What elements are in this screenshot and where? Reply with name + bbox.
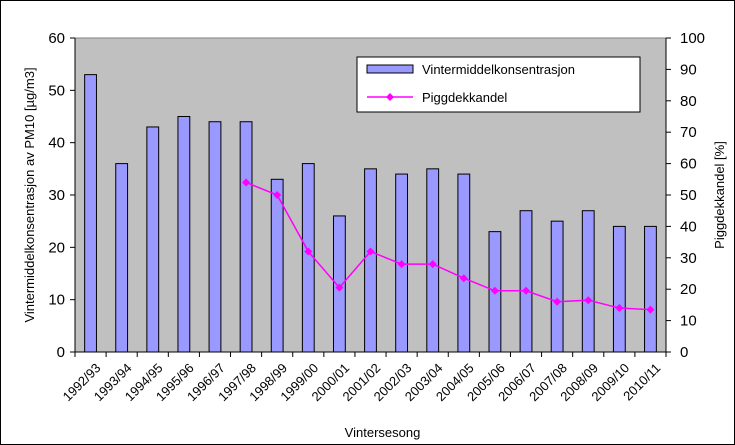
line-point [273,191,282,199]
bar [146,126,160,353]
y2-tick-label: 0 [680,344,688,361]
bar [301,163,315,353]
line-point [397,260,406,269]
bar [115,163,129,353]
bar [364,168,377,353]
line-point [242,178,251,187]
y-tick-label: 50 [48,82,65,99]
line-point [459,274,468,283]
line-point [553,297,562,306]
line-point [490,286,499,295]
legend-bar-label: Vintermiddelkonsentrasjon [422,62,575,77]
line-series [242,178,655,314]
bar [208,121,222,353]
line-point [615,304,624,313]
line-point [304,247,313,256]
legend-line-marker [386,93,394,101]
y2-tick-label: 30 [680,250,697,267]
series-line [245,181,651,311]
bar [239,121,253,353]
line-point [522,286,531,295]
line-point [646,305,655,314]
y-tick-label: 60 [48,30,65,47]
legend-bar-swatch [366,64,414,74]
bar [612,225,626,353]
y-axis-right-title: Piggdekkandel [%] [712,141,727,249]
bar [581,210,595,353]
legend-line-label: Piggdekkandel [422,90,507,105]
y-tick-label: 30 [48,187,65,204]
bar [177,116,191,353]
legend: Vintermiddelkonsentrasjon Piggdekkandel [356,56,641,113]
bar [519,210,533,353]
y-axis-right-ticks: 0 10 20 30 40 50 60 70 80 90 100 [666,30,705,361]
bar [270,178,284,353]
line-point [584,296,593,305]
y2-tick-label: 80 [680,93,697,110]
y2-tick-label: 10 [680,313,697,330]
y-axis-left-title: Vintermiddelkonsentrasjon av PM10 [µg/m3… [22,67,37,322]
y-tick-label: 0 [57,344,65,361]
y2-tick-label: 100 [680,30,705,47]
y2-tick-label: 70 [680,124,697,141]
bar [550,220,564,353]
line-point [428,260,437,269]
bar [457,173,471,353]
x-axis-title: Vintersesong [345,425,421,440]
y-axis-left-ticks: 0 10 20 30 40 50 60 [48,30,75,361]
y2-tick-label: 60 [680,156,697,173]
y-tick-label: 20 [48,239,65,256]
y2-tick-label: 40 [680,218,697,235]
line-point [366,247,375,256]
y2-tick-label: 20 [680,281,697,298]
y-tick-label: 10 [48,292,65,309]
bar [644,225,657,353]
y-tick-label: 40 [48,135,65,152]
bar [84,74,97,353]
y2-tick-label: 90 [680,61,697,78]
y2-tick-label: 50 [680,187,697,204]
line-point [335,283,344,292]
